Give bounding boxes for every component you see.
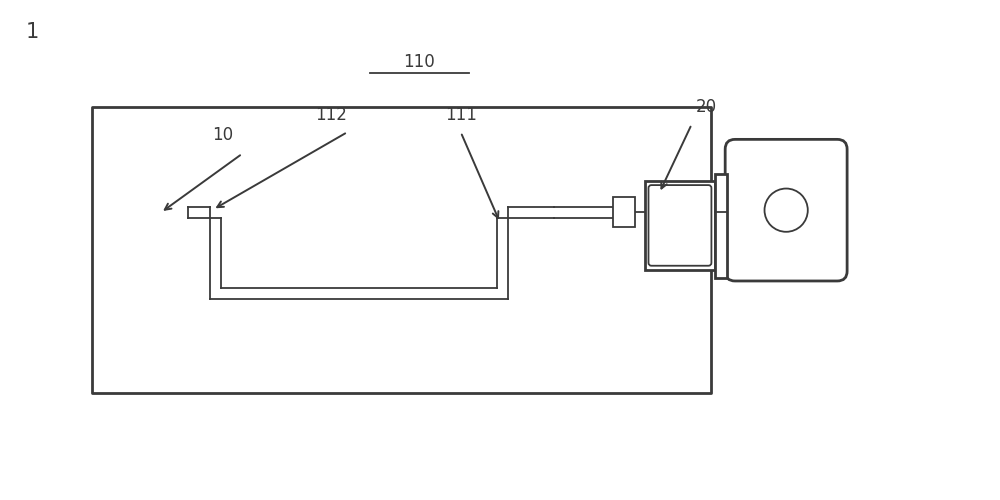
FancyBboxPatch shape	[648, 185, 711, 266]
Bar	[645, 181, 715, 270]
Text: 1: 1	[26, 22, 39, 42]
Text: 111: 111	[445, 106, 477, 124]
Text: 10: 10	[212, 126, 233, 144]
Text: 112: 112	[315, 106, 347, 124]
Text: 110: 110	[403, 53, 435, 71]
Text: 20: 20	[696, 98, 717, 116]
FancyBboxPatch shape	[725, 140, 847, 281]
Bar	[715, 174, 727, 278]
Bar	[613, 198, 635, 227]
Bar	[92, 108, 711, 393]
